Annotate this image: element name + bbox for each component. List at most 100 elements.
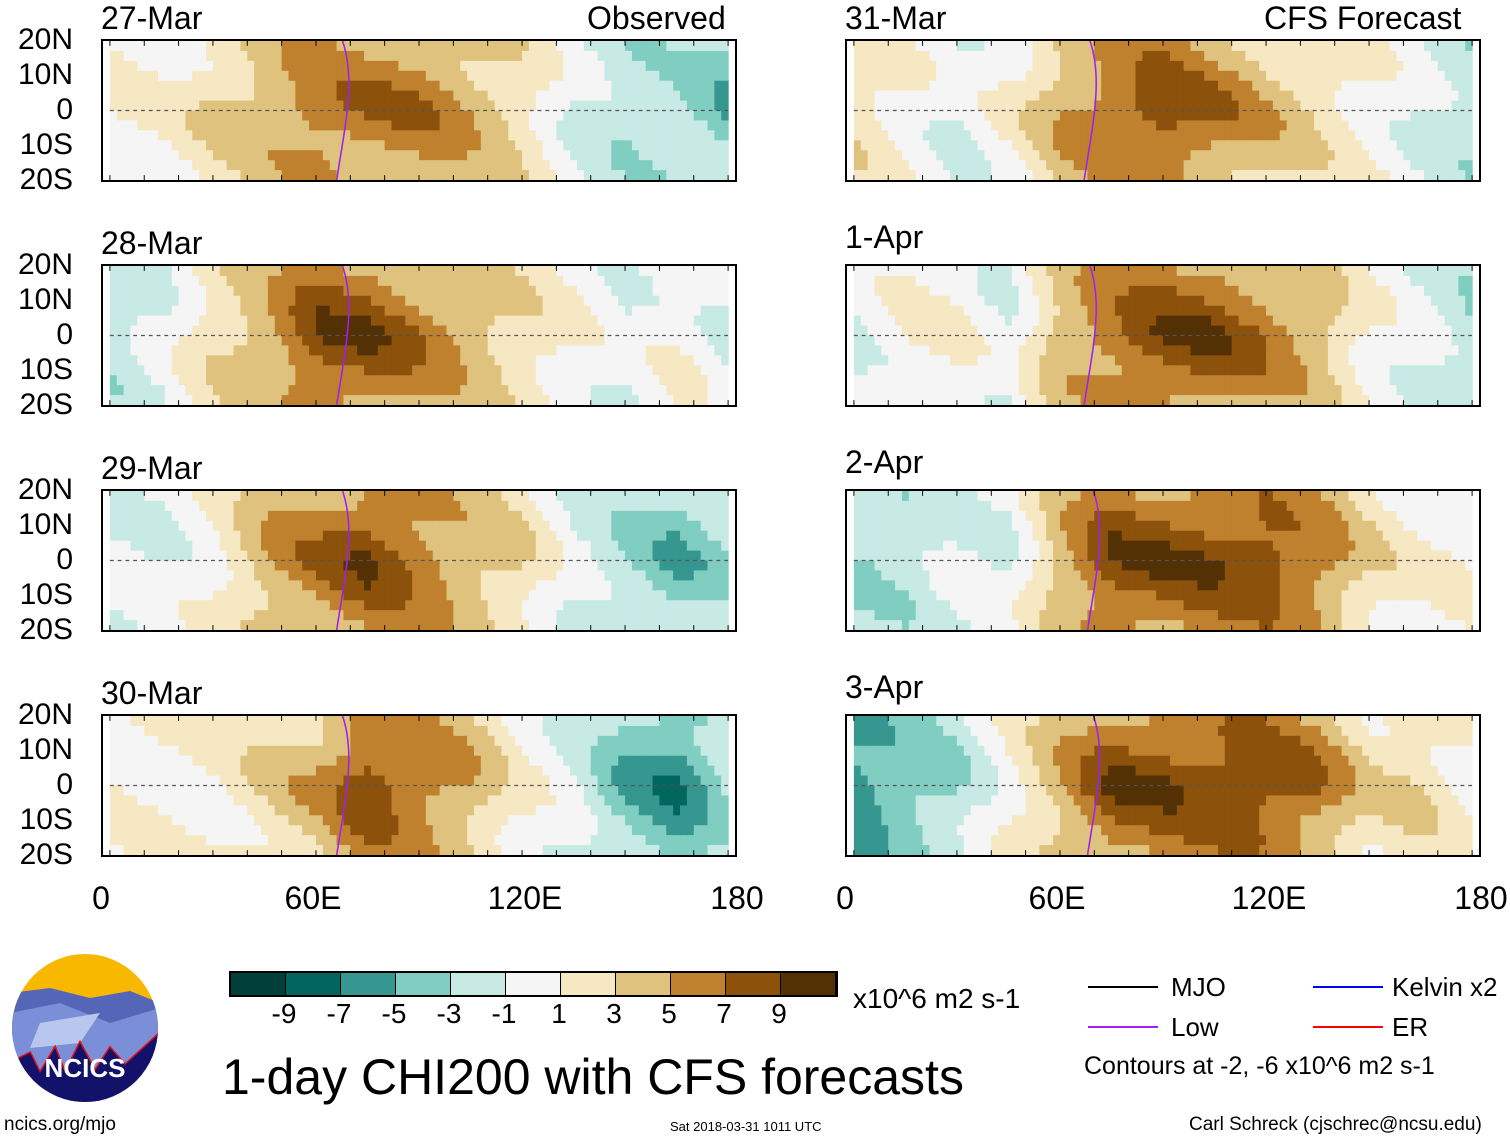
chi-cell bbox=[274, 745, 283, 757]
chi-cell bbox=[171, 375, 180, 386]
chi-cell bbox=[302, 355, 310, 366]
chi-cell bbox=[185, 355, 193, 366]
chi-cell bbox=[515, 80, 523, 92]
chi-cell bbox=[419, 815, 427, 826]
chi-cell bbox=[315, 395, 324, 405]
chi-cell bbox=[322, 70, 331, 82]
chi-cell bbox=[631, 385, 640, 396]
chi-cell bbox=[315, 765, 324, 777]
chi-cell bbox=[597, 150, 606, 161]
chi-cell bbox=[370, 510, 379, 522]
chi-cell bbox=[549, 765, 557, 777]
chi-cell bbox=[302, 375, 310, 386]
chi-cell bbox=[563, 365, 571, 376]
chi-cell bbox=[556, 725, 564, 737]
chi-cell bbox=[590, 325, 599, 337]
chi-cell bbox=[123, 395, 132, 405]
chi-cell bbox=[157, 540, 166, 552]
chi-cell bbox=[680, 395, 688, 405]
chi-cell bbox=[199, 580, 207, 591]
chi-cell bbox=[494, 590, 503, 601]
chi-cell bbox=[137, 755, 145, 767]
chi-cell bbox=[549, 825, 557, 836]
chi-cell bbox=[412, 130, 420, 141]
chi-cell bbox=[515, 845, 523, 855]
chi-cell bbox=[219, 325, 228, 337]
chi-cell bbox=[467, 805, 475, 816]
chi-cell bbox=[597, 540, 606, 552]
chi-cell bbox=[597, 385, 606, 396]
chi-cell bbox=[590, 815, 599, 826]
chi-cell bbox=[714, 365, 722, 376]
chi-cell bbox=[563, 335, 571, 347]
chi-cell bbox=[460, 540, 468, 552]
chi-cell bbox=[673, 285, 681, 297]
chi-cell bbox=[130, 50, 138, 62]
chi-cell bbox=[151, 560, 159, 572]
chi-cell bbox=[666, 140, 674, 151]
chi-cell bbox=[212, 345, 221, 356]
chi-cell bbox=[576, 41, 585, 52]
chi-cell bbox=[295, 295, 303, 307]
chi-cell bbox=[123, 305, 132, 317]
chi-cell bbox=[329, 41, 338, 52]
chi-cell bbox=[652, 70, 660, 82]
chi-cell bbox=[439, 110, 448, 122]
chi-cell bbox=[515, 50, 523, 62]
chi-cell bbox=[192, 275, 200, 287]
chi-cell bbox=[707, 385, 715, 396]
chi-cell bbox=[219, 315, 228, 327]
chi-cell bbox=[549, 100, 557, 112]
chi-cell bbox=[508, 540, 516, 552]
chi-cell bbox=[494, 725, 503, 737]
chi-cell bbox=[659, 130, 667, 141]
chi-cell bbox=[288, 775, 296, 787]
chi-cell bbox=[446, 70, 454, 82]
chi-cell bbox=[666, 375, 674, 386]
chi-cell bbox=[583, 375, 592, 386]
chi-cell bbox=[377, 365, 386, 376]
chi-cell bbox=[357, 765, 365, 777]
chi-cell bbox=[343, 610, 351, 621]
chi-cell bbox=[494, 170, 503, 180]
chi-cell bbox=[357, 345, 365, 356]
chi-cell bbox=[350, 315, 358, 327]
chi-cell bbox=[501, 716, 509, 727]
chi-cell bbox=[432, 285, 441, 297]
chi-cell bbox=[377, 775, 386, 787]
chi-cell bbox=[261, 160, 269, 171]
chi-cell bbox=[164, 150, 173, 161]
chi-cell bbox=[659, 100, 667, 112]
chi-cell bbox=[625, 60, 633, 72]
chi-cell bbox=[693, 285, 702, 297]
chi-cell bbox=[693, 275, 702, 287]
chi-cell bbox=[309, 100, 317, 112]
chi-cell bbox=[453, 550, 461, 562]
chi-cell bbox=[192, 110, 200, 122]
chi-cell bbox=[645, 41, 654, 52]
chi-cell bbox=[171, 395, 180, 405]
chi-cell bbox=[535, 795, 544, 806]
chi-cell bbox=[137, 385, 145, 396]
chi-cell bbox=[109, 510, 118, 522]
chi-cell bbox=[178, 795, 187, 806]
chi-cell bbox=[233, 50, 241, 62]
chi-cell bbox=[714, 491, 722, 502]
chi-cell bbox=[501, 70, 509, 82]
chi-cell bbox=[130, 520, 138, 532]
chi-cell bbox=[563, 275, 571, 287]
lat-label: 20S bbox=[19, 613, 73, 646]
chi-cell bbox=[398, 375, 406, 386]
chi-cell bbox=[604, 80, 612, 92]
chi-cell bbox=[480, 560, 489, 572]
chi-cell bbox=[473, 305, 482, 317]
chi-cell bbox=[652, 100, 660, 112]
chi-cell bbox=[549, 50, 557, 62]
chi-cell bbox=[515, 560, 523, 572]
chi-cell bbox=[666, 385, 674, 396]
chi-cell bbox=[425, 785, 434, 797]
chi-cell bbox=[487, 620, 496, 630]
chi-cell bbox=[233, 716, 241, 727]
chi-cell bbox=[419, 775, 427, 787]
chi-cell bbox=[343, 825, 351, 836]
